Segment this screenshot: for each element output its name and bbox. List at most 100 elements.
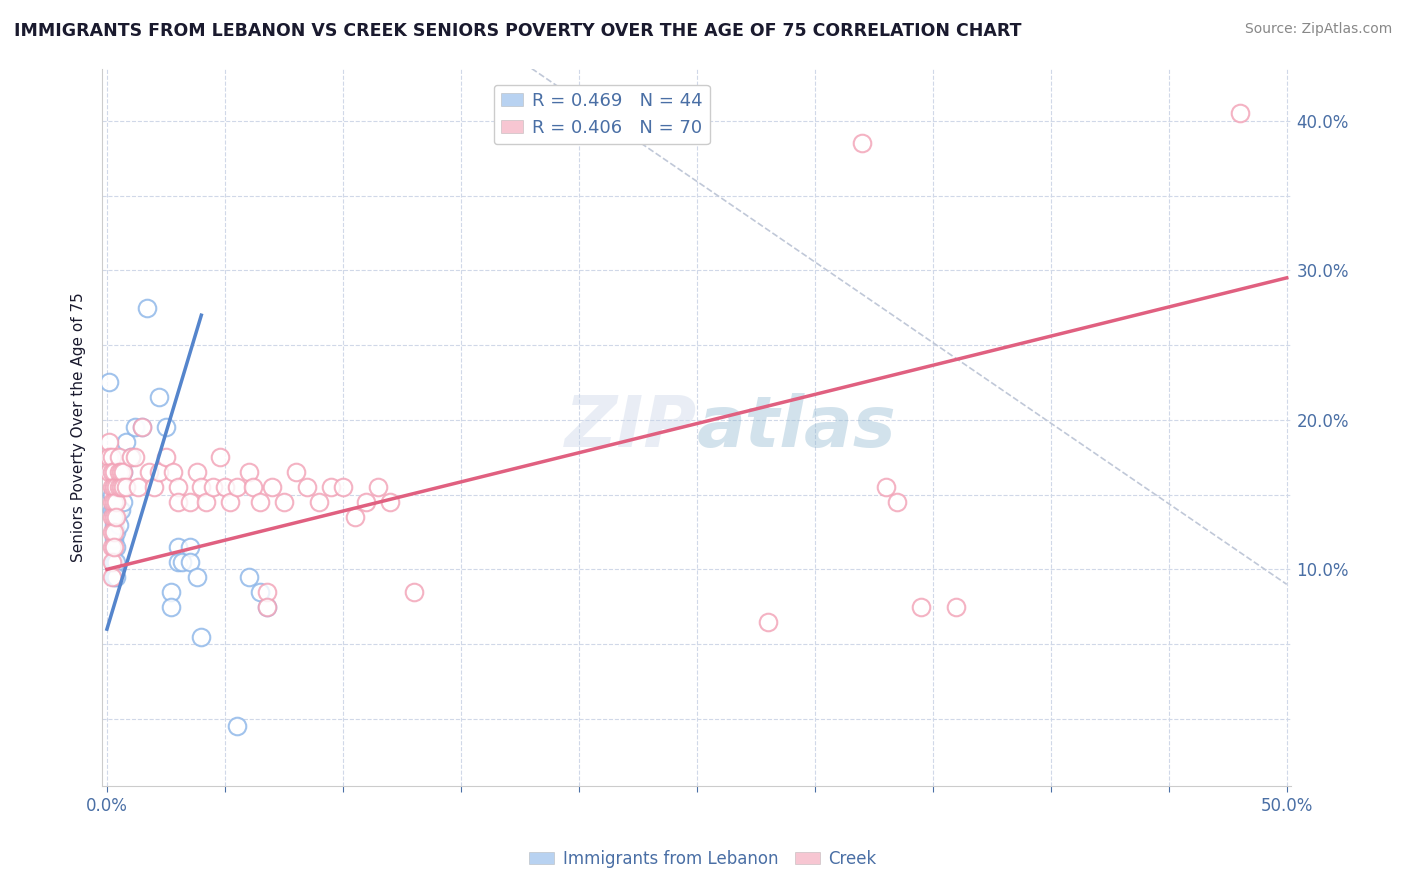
Point — [148, 391, 170, 405]
Point — [114, 480, 136, 494]
Point — [256, 599, 278, 614]
Point — [136, 301, 159, 315]
Point — [103, 517, 125, 532]
Point — [103, 480, 125, 494]
Text: ZIP: ZIP — [565, 392, 697, 462]
Point — [225, 480, 247, 494]
Point — [308, 495, 330, 509]
Point — [297, 480, 319, 494]
Point — [138, 465, 160, 479]
Point — [202, 480, 225, 494]
Point — [103, 555, 125, 569]
Legend: Immigrants from Lebanon, Creek: Immigrants from Lebanon, Creek — [523, 844, 883, 875]
Point — [100, 510, 122, 524]
Point — [105, 495, 128, 509]
Point — [112, 465, 135, 479]
Point — [100, 465, 122, 479]
Point — [100, 487, 122, 501]
Point — [100, 570, 122, 584]
Point — [945, 599, 967, 614]
Point — [159, 584, 181, 599]
Point — [112, 480, 135, 494]
Point — [225, 719, 247, 733]
Point — [214, 480, 236, 494]
Point — [238, 570, 260, 584]
Point — [124, 420, 146, 434]
Point — [402, 584, 425, 599]
Point — [356, 495, 378, 509]
Point — [100, 465, 122, 479]
Point — [105, 510, 128, 524]
Point — [100, 480, 122, 494]
Point — [110, 465, 132, 479]
Point — [131, 420, 153, 434]
Point — [367, 480, 389, 494]
Point — [110, 502, 132, 516]
Point — [105, 510, 128, 524]
Point — [107, 465, 129, 479]
Point — [114, 435, 136, 450]
Point — [98, 376, 121, 390]
Point — [105, 570, 128, 584]
Point — [131, 420, 153, 434]
Point — [100, 502, 122, 516]
Point — [103, 570, 125, 584]
Point — [105, 540, 128, 554]
Point — [120, 450, 142, 465]
Point — [103, 465, 125, 479]
Point — [238, 465, 260, 479]
Point — [159, 599, 181, 614]
Point — [112, 495, 135, 509]
Point — [98, 450, 121, 465]
Point — [105, 524, 128, 539]
Point — [105, 555, 128, 569]
Point — [756, 615, 779, 629]
Point — [179, 540, 201, 554]
Point — [910, 599, 932, 614]
Point — [155, 420, 177, 434]
Point — [107, 480, 129, 494]
Point — [186, 465, 208, 479]
Point — [875, 480, 897, 494]
Point — [103, 495, 125, 509]
Point — [107, 480, 129, 494]
Text: IMMIGRANTS FROM LEBANON VS CREEK SENIORS POVERTY OVER THE AGE OF 75 CORRELATION : IMMIGRANTS FROM LEBANON VS CREEK SENIORS… — [14, 22, 1022, 40]
Text: atlas: atlas — [697, 392, 897, 462]
Point — [100, 555, 122, 569]
Point — [886, 495, 908, 509]
Point — [851, 136, 873, 151]
Point — [107, 450, 129, 465]
Point — [256, 599, 278, 614]
Point — [319, 480, 342, 494]
Point — [155, 450, 177, 465]
Point — [242, 480, 264, 494]
Point — [100, 450, 122, 465]
Point — [195, 495, 218, 509]
Point — [166, 495, 188, 509]
Y-axis label: Seniors Poverty Over the Age of 75: Seniors Poverty Over the Age of 75 — [72, 293, 86, 562]
Point — [343, 510, 366, 524]
Point — [103, 502, 125, 516]
Point — [179, 555, 201, 569]
Point — [218, 495, 240, 509]
Point — [103, 540, 125, 554]
Point — [378, 495, 401, 509]
Point — [105, 480, 128, 494]
Point — [112, 465, 135, 479]
Legend: R = 0.469   N = 44, R = 0.406   N = 70: R = 0.469 N = 44, R = 0.406 N = 70 — [494, 85, 710, 145]
Point — [103, 510, 125, 524]
Point — [166, 555, 188, 569]
Point — [127, 480, 149, 494]
Point — [332, 480, 354, 494]
Point — [249, 495, 271, 509]
Point — [100, 540, 122, 554]
Point — [209, 450, 232, 465]
Point — [110, 480, 132, 494]
Point — [190, 630, 212, 644]
Point — [120, 450, 142, 465]
Point — [148, 465, 170, 479]
Point — [107, 502, 129, 516]
Point — [166, 540, 188, 554]
Point — [98, 435, 121, 450]
Point — [284, 465, 307, 479]
